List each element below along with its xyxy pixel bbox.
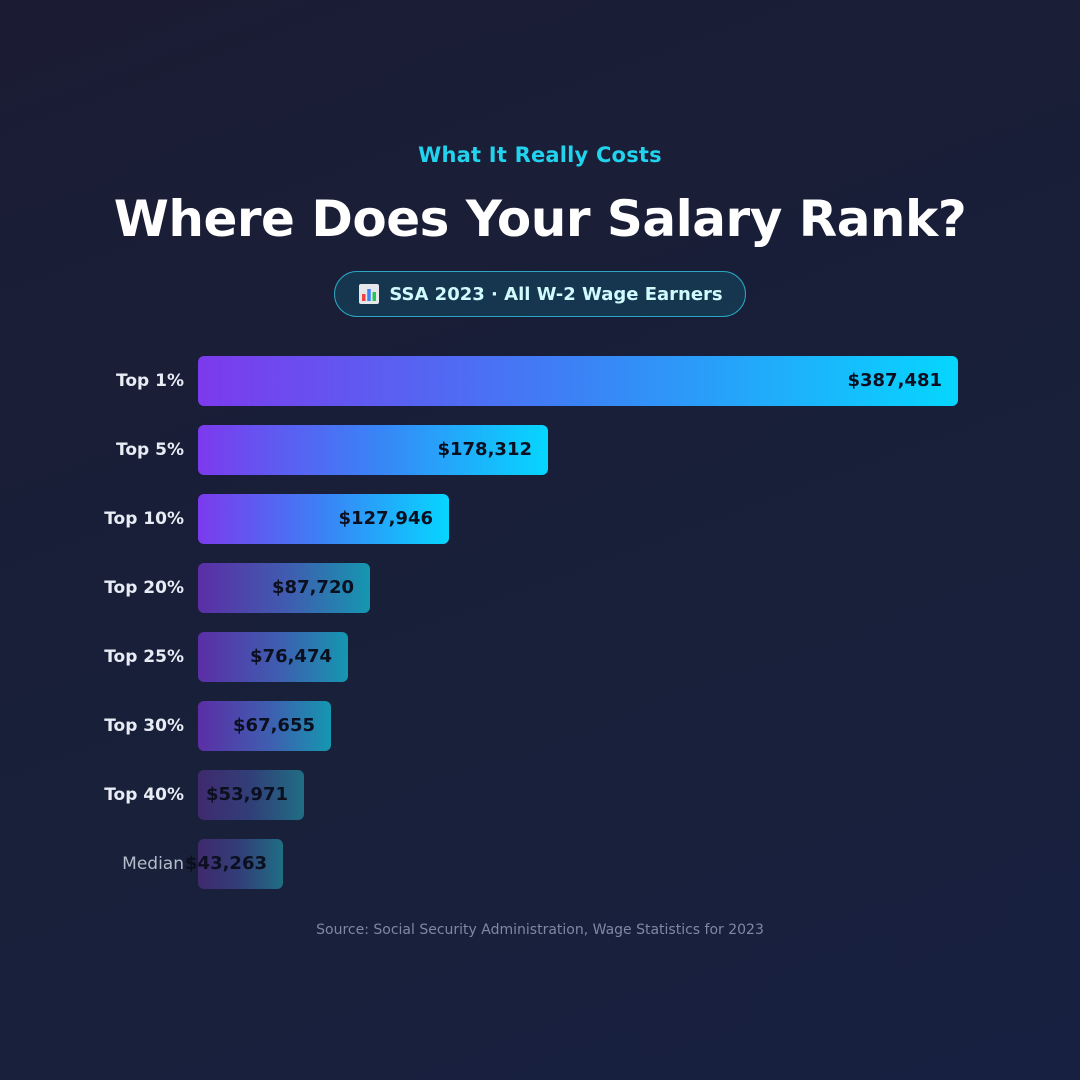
bar-5: $67,655 <box>198 701 331 751</box>
bar-label-5: Top 30% <box>104 716 184 736</box>
bar-value-label-7: $43,263 <box>185 853 267 874</box>
bar-6: $53,971 <box>198 770 304 820</box>
source-badge-text: SSA 2023 · All W-2 Wage Earners <box>389 283 723 305</box>
bar-label-0: Top 1% <box>116 371 184 391</box>
source-badge: SSA 2023 · All W-2 Wage Earners <box>334 271 746 317</box>
bar-2: $127,946 <box>198 494 449 544</box>
bar-value-label-5: $67,655 <box>233 715 315 736</box>
bar-value-label-3: $87,720 <box>272 577 354 598</box>
bar-value-label-1: $178,312 <box>437 439 532 460</box>
chart-title: Where Does Your Salary Rank? <box>113 190 967 248</box>
bar-3: $87,720 <box>198 563 370 613</box>
bar-1: $178,312 <box>198 425 548 475</box>
bar-label-2: Top 10% <box>104 509 184 529</box>
bar-label-6: Top 40% <box>104 785 184 805</box>
bar-chart-icon <box>359 284 380 304</box>
bar-7: $43,263 <box>185 839 283 889</box>
bar-label-4: Top 25% <box>104 647 184 667</box>
bar-label-3: Top 20% <box>104 578 184 598</box>
chart-kicker: What It Really Costs <box>418 143 662 167</box>
source-note: Source: Social Security Administration, … <box>316 922 764 938</box>
source-badge-wrap: SSA 2023 · All W-2 Wage Earners <box>0 271 1080 317</box>
bar-value-label-0: $387,481 <box>847 370 942 391</box>
bar-value-label-6: $53,971 <box>206 784 288 805</box>
bar-4: $76,474 <box>198 632 348 682</box>
bar-0: $387,481 <box>198 356 958 406</box>
bar-label-7: Median <box>122 854 184 874</box>
bar-value-label-4: $76,474 <box>250 646 332 667</box>
bar-label-1: Top 5% <box>116 440 184 460</box>
bar-value-label-2: $127,946 <box>338 508 433 529</box>
